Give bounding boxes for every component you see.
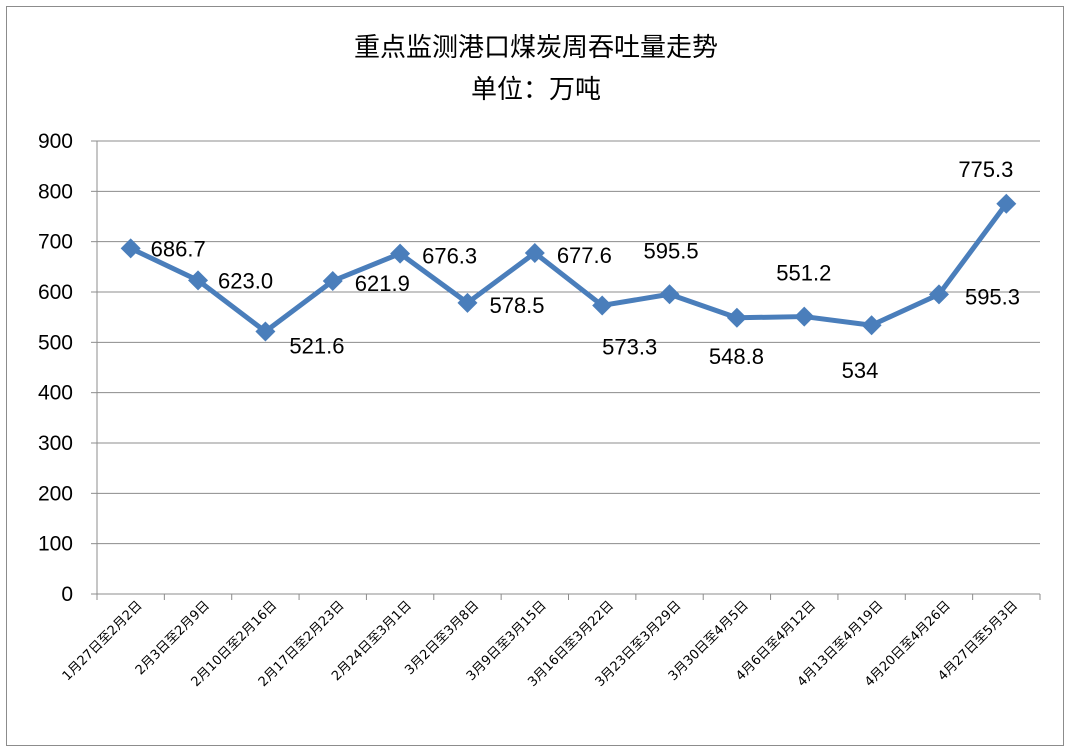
- chart-title: 重点监测港口煤炭周吞吐量走势: [354, 33, 718, 63]
- data-label: 521.6: [289, 333, 344, 358]
- x-axis-category-labels: 1月27日至2月2日2月3日至2月9日2月10日至2月16日2月17日至2月23…: [60, 598, 1021, 690]
- y-tick-label: 900: [38, 130, 73, 153]
- data-point-marker: [188, 270, 209, 291]
- y-tick-label: 400: [38, 382, 73, 405]
- series-line: [128, 201, 1009, 334]
- y-tick-label: 800: [38, 180, 73, 203]
- series-line-path: [128, 201, 1009, 334]
- data-point-marker: [996, 193, 1017, 214]
- data-labels: 686.7 623.0 521.6 621.9 676.3 578.5 677.6 573.3…: [151, 157, 1020, 383]
- y-tick-label: 100: [38, 533, 73, 556]
- data-point-marker: [120, 238, 141, 259]
- data-point-marker: [524, 242, 545, 263]
- data-label: 595.5: [644, 238, 699, 263]
- series-markers: [120, 193, 1017, 342]
- data-label: 578.5: [489, 293, 544, 318]
- y-tick-label: 500: [38, 331, 73, 354]
- data-label: 551.2: [776, 261, 831, 286]
- y-tick-label: 600: [38, 281, 73, 304]
- data-label: 623.0: [218, 268, 273, 293]
- data-point-marker: [322, 270, 343, 291]
- y-tick-label: 0: [61, 583, 73, 606]
- data-label: 686.7: [151, 236, 206, 261]
- data-label: 621.9: [355, 271, 410, 296]
- data-label: 595.3: [965, 284, 1020, 309]
- gridlines: [97, 140, 1040, 545]
- data-point-marker: [794, 306, 815, 327]
- data-point-marker: [726, 307, 747, 328]
- data-label: 775.3: [958, 157, 1013, 182]
- y-tick-label: 300: [38, 432, 73, 455]
- data-label: 676.3: [422, 244, 477, 269]
- data-point-marker: [861, 315, 882, 336]
- y-axis-tick-labels: 0 100 200 300 400 500 600 700 800 900: [38, 130, 73, 606]
- x-category-label: 1月27日至2月2日: [60, 598, 146, 684]
- data-label: 677.6: [557, 243, 612, 268]
- data-label: 534: [842, 358, 879, 383]
- data-point-marker: [592, 295, 613, 316]
- data-label: 548.8: [709, 344, 764, 369]
- axes: [91, 140, 1041, 600]
- data-point-marker: [255, 321, 276, 342]
- y-tick-label: 200: [38, 482, 73, 505]
- data-point-marker: [928, 284, 949, 305]
- data-label: 573.3: [602, 334, 657, 359]
- chart-frame: [6, 6, 1064, 746]
- y-tick-label: 700: [38, 231, 73, 254]
- data-point-marker: [457, 292, 478, 313]
- data-point-marker: [659, 284, 680, 305]
- data-point-marker: [390, 243, 411, 264]
- chart-subtitle: 单位：万吨: [471, 75, 601, 105]
